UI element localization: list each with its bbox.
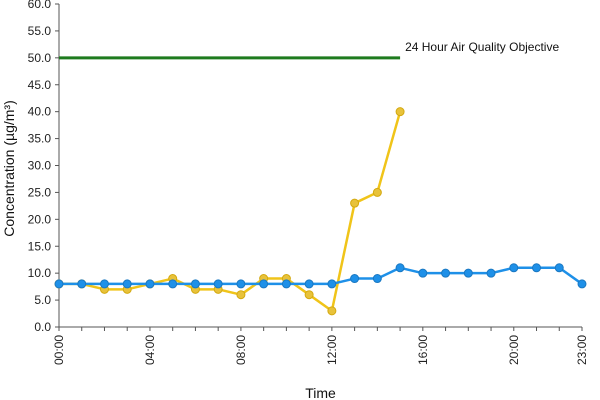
series-2-point	[441, 268, 451, 278]
y-tick-label: 10.0	[28, 266, 52, 280]
series-1-point	[304, 290, 314, 300]
series-2-point	[304, 279, 314, 289]
objective-label: 24 Hour Air Quality Objective	[405, 40, 559, 54]
series-2-point	[509, 263, 519, 273]
series-2-point	[213, 279, 223, 289]
series-2-point	[532, 263, 542, 273]
y-tick-label: 40.0	[28, 105, 52, 119]
series-1-point	[350, 198, 360, 208]
series-2-point	[259, 279, 269, 289]
series-1-point	[327, 306, 337, 316]
series-1-point	[372, 187, 382, 197]
series-2-point	[122, 279, 132, 289]
series-2-point	[281, 279, 291, 289]
y-tick-label: 20.0	[28, 212, 52, 226]
series-1-point	[236, 290, 246, 300]
series-2-point	[577, 279, 587, 289]
series-2-point	[99, 279, 109, 289]
x-tick-label: 12:00	[325, 335, 339, 365]
y-tick-label: 60.0	[28, 0, 52, 11]
y-tick-label: 35.0	[28, 132, 52, 146]
x-tick-label: 16:00	[416, 335, 430, 365]
y-axis-ticks: 0.0 5.0 10.0 15.0 20.0 25.0 30.0 35.0 40.0 45.0 50…	[28, 0, 59, 334]
series-2-point	[395, 263, 405, 273]
y-tick-label: 25.0	[28, 185, 52, 199]
series-2-point	[145, 279, 155, 289]
y-tick-label: 55.0	[28, 24, 52, 38]
series-2-point	[418, 268, 428, 278]
series-2-point	[463, 268, 473, 278]
series-2-point	[350, 274, 360, 284]
x-tick-label: 20:00	[507, 335, 521, 365]
x-tick-label: 23:00	[575, 335, 589, 365]
series-2-line	[59, 266, 583, 286]
y-tick-label: 45.0	[28, 78, 52, 92]
x-tick-label: 04:00	[143, 335, 157, 365]
series-2-point	[327, 279, 337, 289]
series-2-point	[554, 263, 564, 273]
y-tick-label: 30.0	[28, 159, 52, 173]
x-axis-ticks: 00:00 04:00 08:00 12:00 16:00 20:00 23:00	[52, 327, 589, 365]
series-1-line	[59, 111, 402, 313]
y-tick-label: 0.0	[34, 320, 51, 334]
series-2-point	[236, 279, 246, 289]
series-2-point	[168, 279, 178, 289]
y-tick-label: 50.0	[28, 51, 52, 65]
series-2-point	[372, 274, 382, 284]
series-2-point	[77, 279, 87, 289]
y-axis-title: Concentration (µg/m³)	[1, 100, 17, 236]
y-tick-label: 15.0	[28, 239, 52, 253]
series-2-point	[486, 268, 496, 278]
series-2-point	[54, 279, 64, 289]
series-group	[54, 107, 587, 316]
series-1-point	[395, 107, 405, 117]
x-tick-label: 08:00	[234, 335, 248, 365]
y-tick-label: 5.0	[34, 293, 51, 307]
x-tick-label: 00:00	[52, 335, 66, 365]
series-2-point	[190, 279, 200, 289]
x-axis-title: Time	[305, 385, 336, 400]
